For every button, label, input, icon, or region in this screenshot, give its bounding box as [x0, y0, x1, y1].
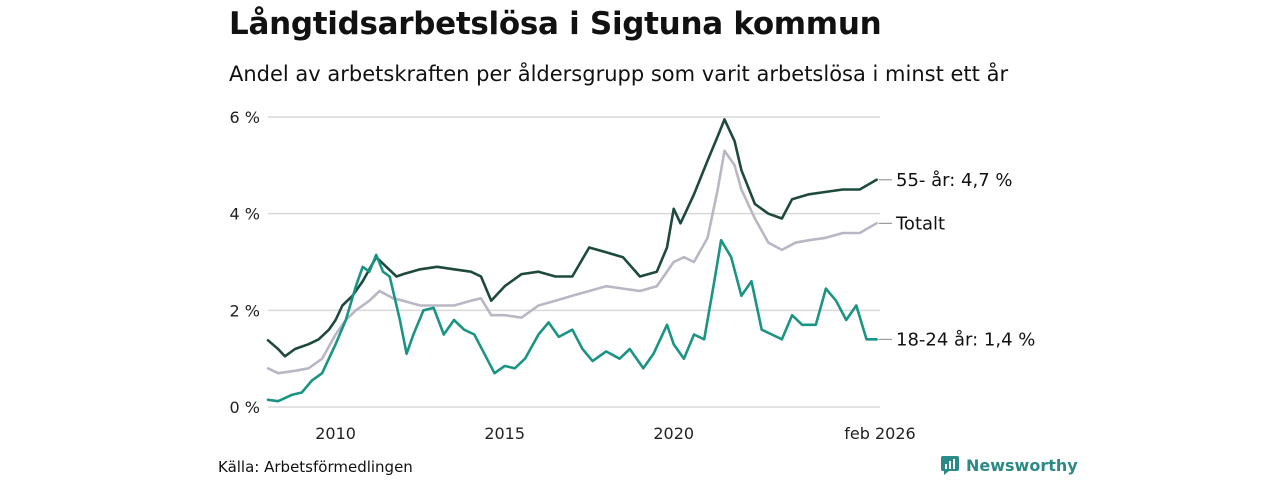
x-tick-label: 2020 [653, 424, 694, 443]
x-axis-ticks: 2010 2015 2020 feb 2026 [315, 424, 915, 443]
series-end-label: 55- år: 4,7 % [896, 170, 1012, 191]
x-tick-label: feb 2026 [844, 424, 915, 443]
series-end-label: 18-24 år: 1,4 % [896, 329, 1035, 350]
y-tick-label: 6 % [230, 108, 260, 127]
y-axis-ticks: 0 % 2 % 4 % 6 % [230, 108, 260, 417]
brand-name: Newsworthy [966, 455, 1078, 475]
series-line-3 [266, 238, 878, 403]
series-line-2 [266, 149, 878, 375]
series-lines [266, 118, 878, 403]
x-tick-label: 2015 [484, 424, 525, 443]
series-line-1 [266, 118, 878, 358]
gridlines [268, 116, 880, 408]
y-tick-label: 0 % [230, 398, 260, 417]
series-end-label: Totalt [895, 213, 945, 234]
y-tick-label: 2 % [230, 301, 260, 320]
x-tick-label: 2010 [315, 424, 356, 443]
source-note: Källa: Arbetsförmedlingen [218, 458, 413, 476]
chart-title: Långtidsarbetslösa i Sigtuna kommun [229, 6, 882, 42]
newsworthy-icon [941, 456, 959, 475]
y-tick-label: 4 % [230, 205, 260, 224]
chart-subtitle: Andel av arbetskraften per åldersgrupp s… [229, 62, 1009, 86]
brand-logo: Newsworthy [940, 455, 1078, 475]
series-end-labels: 55- år: 4,7 % Totalt 18-24 år: 1,4 % [878, 170, 1035, 350]
